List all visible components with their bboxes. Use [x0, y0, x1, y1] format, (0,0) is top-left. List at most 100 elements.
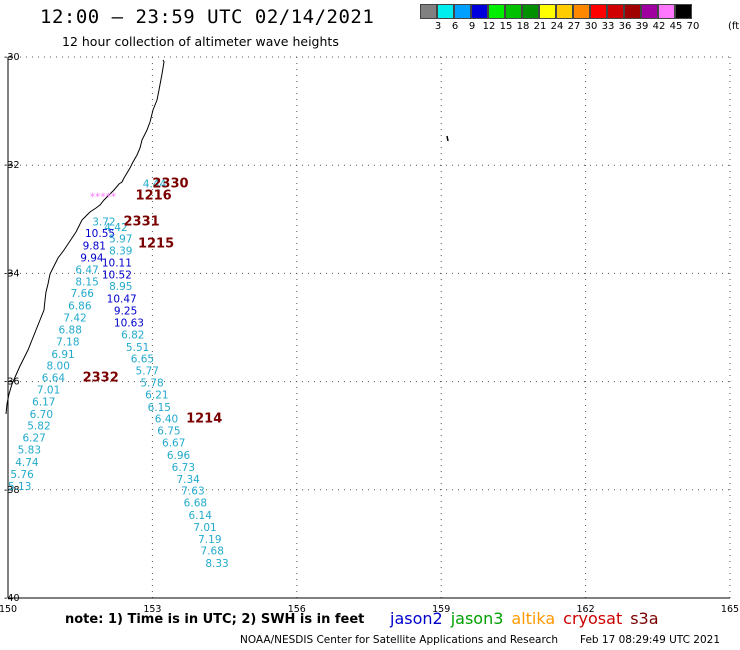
wave-height-value: 6.75 — [157, 426, 180, 438]
legend-swatch — [539, 4, 556, 19]
wave-height-value: 10.11 — [102, 257, 132, 269]
wave-height-value: 5.51 — [126, 342, 149, 354]
satellite-legend-item: jason2 — [390, 609, 443, 628]
legend-swatch — [607, 4, 624, 19]
legend-bin-label: 42 — [652, 21, 666, 32]
legend-swatch — [488, 4, 505, 19]
wave-height-value: 6.82 — [121, 329, 144, 341]
legend-bin-label: 36 — [618, 21, 632, 32]
satellite-legend: jason2 jason3 altika cryosat s3a — [390, 609, 667, 628]
legend-swatch — [505, 4, 522, 19]
legend-swatch — [471, 4, 488, 19]
legend-bin-label: 45 — [669, 21, 683, 32]
wave-height-value: 6.64 — [42, 373, 66, 385]
longitude-label: 159 — [432, 604, 450, 615]
latitude-label: -32 — [4, 160, 20, 171]
pass-time: 2332 — [83, 371, 119, 386]
credit-text: NOAA/NESDIS Center for Satellite Applica… — [240, 634, 558, 646]
wave-height-value: 6.21 — [145, 389, 168, 401]
legend-swatch — [658, 4, 675, 19]
wave-height-value: 6.15 — [148, 402, 171, 414]
footnote: note: 1) Time is in UTC; 2) SWH is in fe… — [65, 612, 365, 627]
satellite-legend-item: cryosat — [563, 609, 623, 628]
generated-timestamp: Feb 17 08:29:49 UTC 2021 — [580, 634, 720, 646]
wave-height-value: 5.82 — [27, 421, 50, 433]
wave-height-value: 6.67 — [162, 438, 185, 450]
longitude-label: 156 — [288, 604, 306, 615]
legend-bin-label: 12 — [482, 21, 496, 32]
wave-height-value: 7.19 — [198, 534, 221, 546]
wave-height-value: 10.63 — [114, 317, 144, 329]
wave-height-value: 6.17 — [32, 396, 55, 408]
pass-time: 2331 — [124, 214, 160, 229]
satellite-legend-item: s3a — [630, 609, 659, 628]
longitude-label: 165 — [721, 604, 739, 615]
wave-height-value: 6.68 — [184, 498, 207, 510]
legend-swatch — [590, 4, 607, 19]
wave-height-value: 6.91 — [51, 349, 74, 361]
wave-height-value: 6.65 — [131, 354, 154, 366]
wave-height-value: 9.94 — [80, 252, 104, 264]
longitude-label: 162 — [577, 604, 595, 615]
latitude-labels: -30 -32 -34 -36 -38 -40 — [4, 52, 20, 604]
legend-bin-label: 27 — [567, 21, 581, 32]
wave-height-value: 8.33 — [205, 558, 228, 570]
wave-height-value: 7.63 — [181, 486, 204, 498]
wave-height-value: 7.42 — [63, 313, 86, 325]
legend-bin-label: 39 — [635, 21, 649, 32]
wave-height-value: 8.00 — [47, 361, 70, 373]
map-frame — [7, 57, 730, 599]
wave-height-value: 6.40 — [155, 414, 178, 426]
latitude-label: -36 — [4, 377, 20, 388]
wave-height-value: 5.83 — [18, 445, 41, 457]
satellite-legend-item: jason3 — [450, 609, 504, 628]
legend-bin-label: 21 — [533, 21, 547, 32]
pass-time: 1215 — [138, 236, 174, 251]
wave-height-value: 7.01 — [193, 522, 216, 534]
wave-height-value: 5.97 — [109, 234, 132, 246]
wave-height-value: 7.34 — [176, 474, 200, 486]
wave-height-value: 8.15 — [75, 276, 98, 288]
longitude-label: 150 — [0, 604, 17, 615]
chart-title: 12:00 – 23:59 UTC 02/14/2021 — [40, 6, 375, 28]
legend-swatch — [454, 4, 471, 19]
legend-swatch — [675, 4, 692, 19]
wave-height-value: 10.52 — [102, 269, 132, 281]
wave-height-value: 3.72 — [92, 216, 115, 228]
wave-height-value: 6.27 — [22, 433, 45, 445]
longitude-label: 153 — [143, 604, 161, 615]
wave-height-value: 4.42 — [104, 222, 127, 234]
wave-height-value: 7.68 — [201, 546, 224, 558]
legend-bin-label: 9 — [468, 21, 476, 32]
legend-bin-label: 33 — [601, 21, 615, 32]
wave-height-value: 5.78 — [140, 377, 163, 389]
wave-height-value: 9.25 — [114, 306, 137, 318]
legend-swatch — [420, 4, 437, 19]
legend-swatch — [641, 4, 658, 19]
wave-height-value: ***** — [90, 191, 116, 203]
legend-bin-label: 70 — [686, 21, 700, 32]
latitude-label: -40 — [4, 593, 20, 604]
wave-height-value: 7.66 — [71, 288, 95, 300]
legend-bin-label: 15 — [499, 21, 513, 32]
wave-height-value: 6.47 — [75, 264, 98, 276]
wave-height-value: 4.44 — [143, 178, 167, 190]
wave-height-value: 10.55 — [85, 228, 115, 240]
pass-time: 1216 — [136, 188, 172, 203]
wave-height-value: 9.81 — [83, 241, 106, 253]
legend-bin-label: 18 — [516, 21, 530, 32]
legend-swatches — [420, 4, 692, 19]
wave-height-value: 7.18 — [56, 336, 79, 348]
wave-height-value: 6.86 — [68, 301, 92, 313]
legend-bin-label: 6 — [451, 21, 459, 32]
latitude-label: -38 — [4, 485, 20, 496]
legend-swatch — [573, 4, 590, 19]
coastline — [5, 59, 165, 415]
latitude-label: -30 — [4, 52, 20, 63]
legend-bin-label: 30 — [584, 21, 598, 32]
legend-bin-label: 3 — [434, 21, 442, 32]
wave-height-value: 6.14 — [189, 510, 213, 522]
wave-height-value: 6.73 — [172, 462, 195, 474]
